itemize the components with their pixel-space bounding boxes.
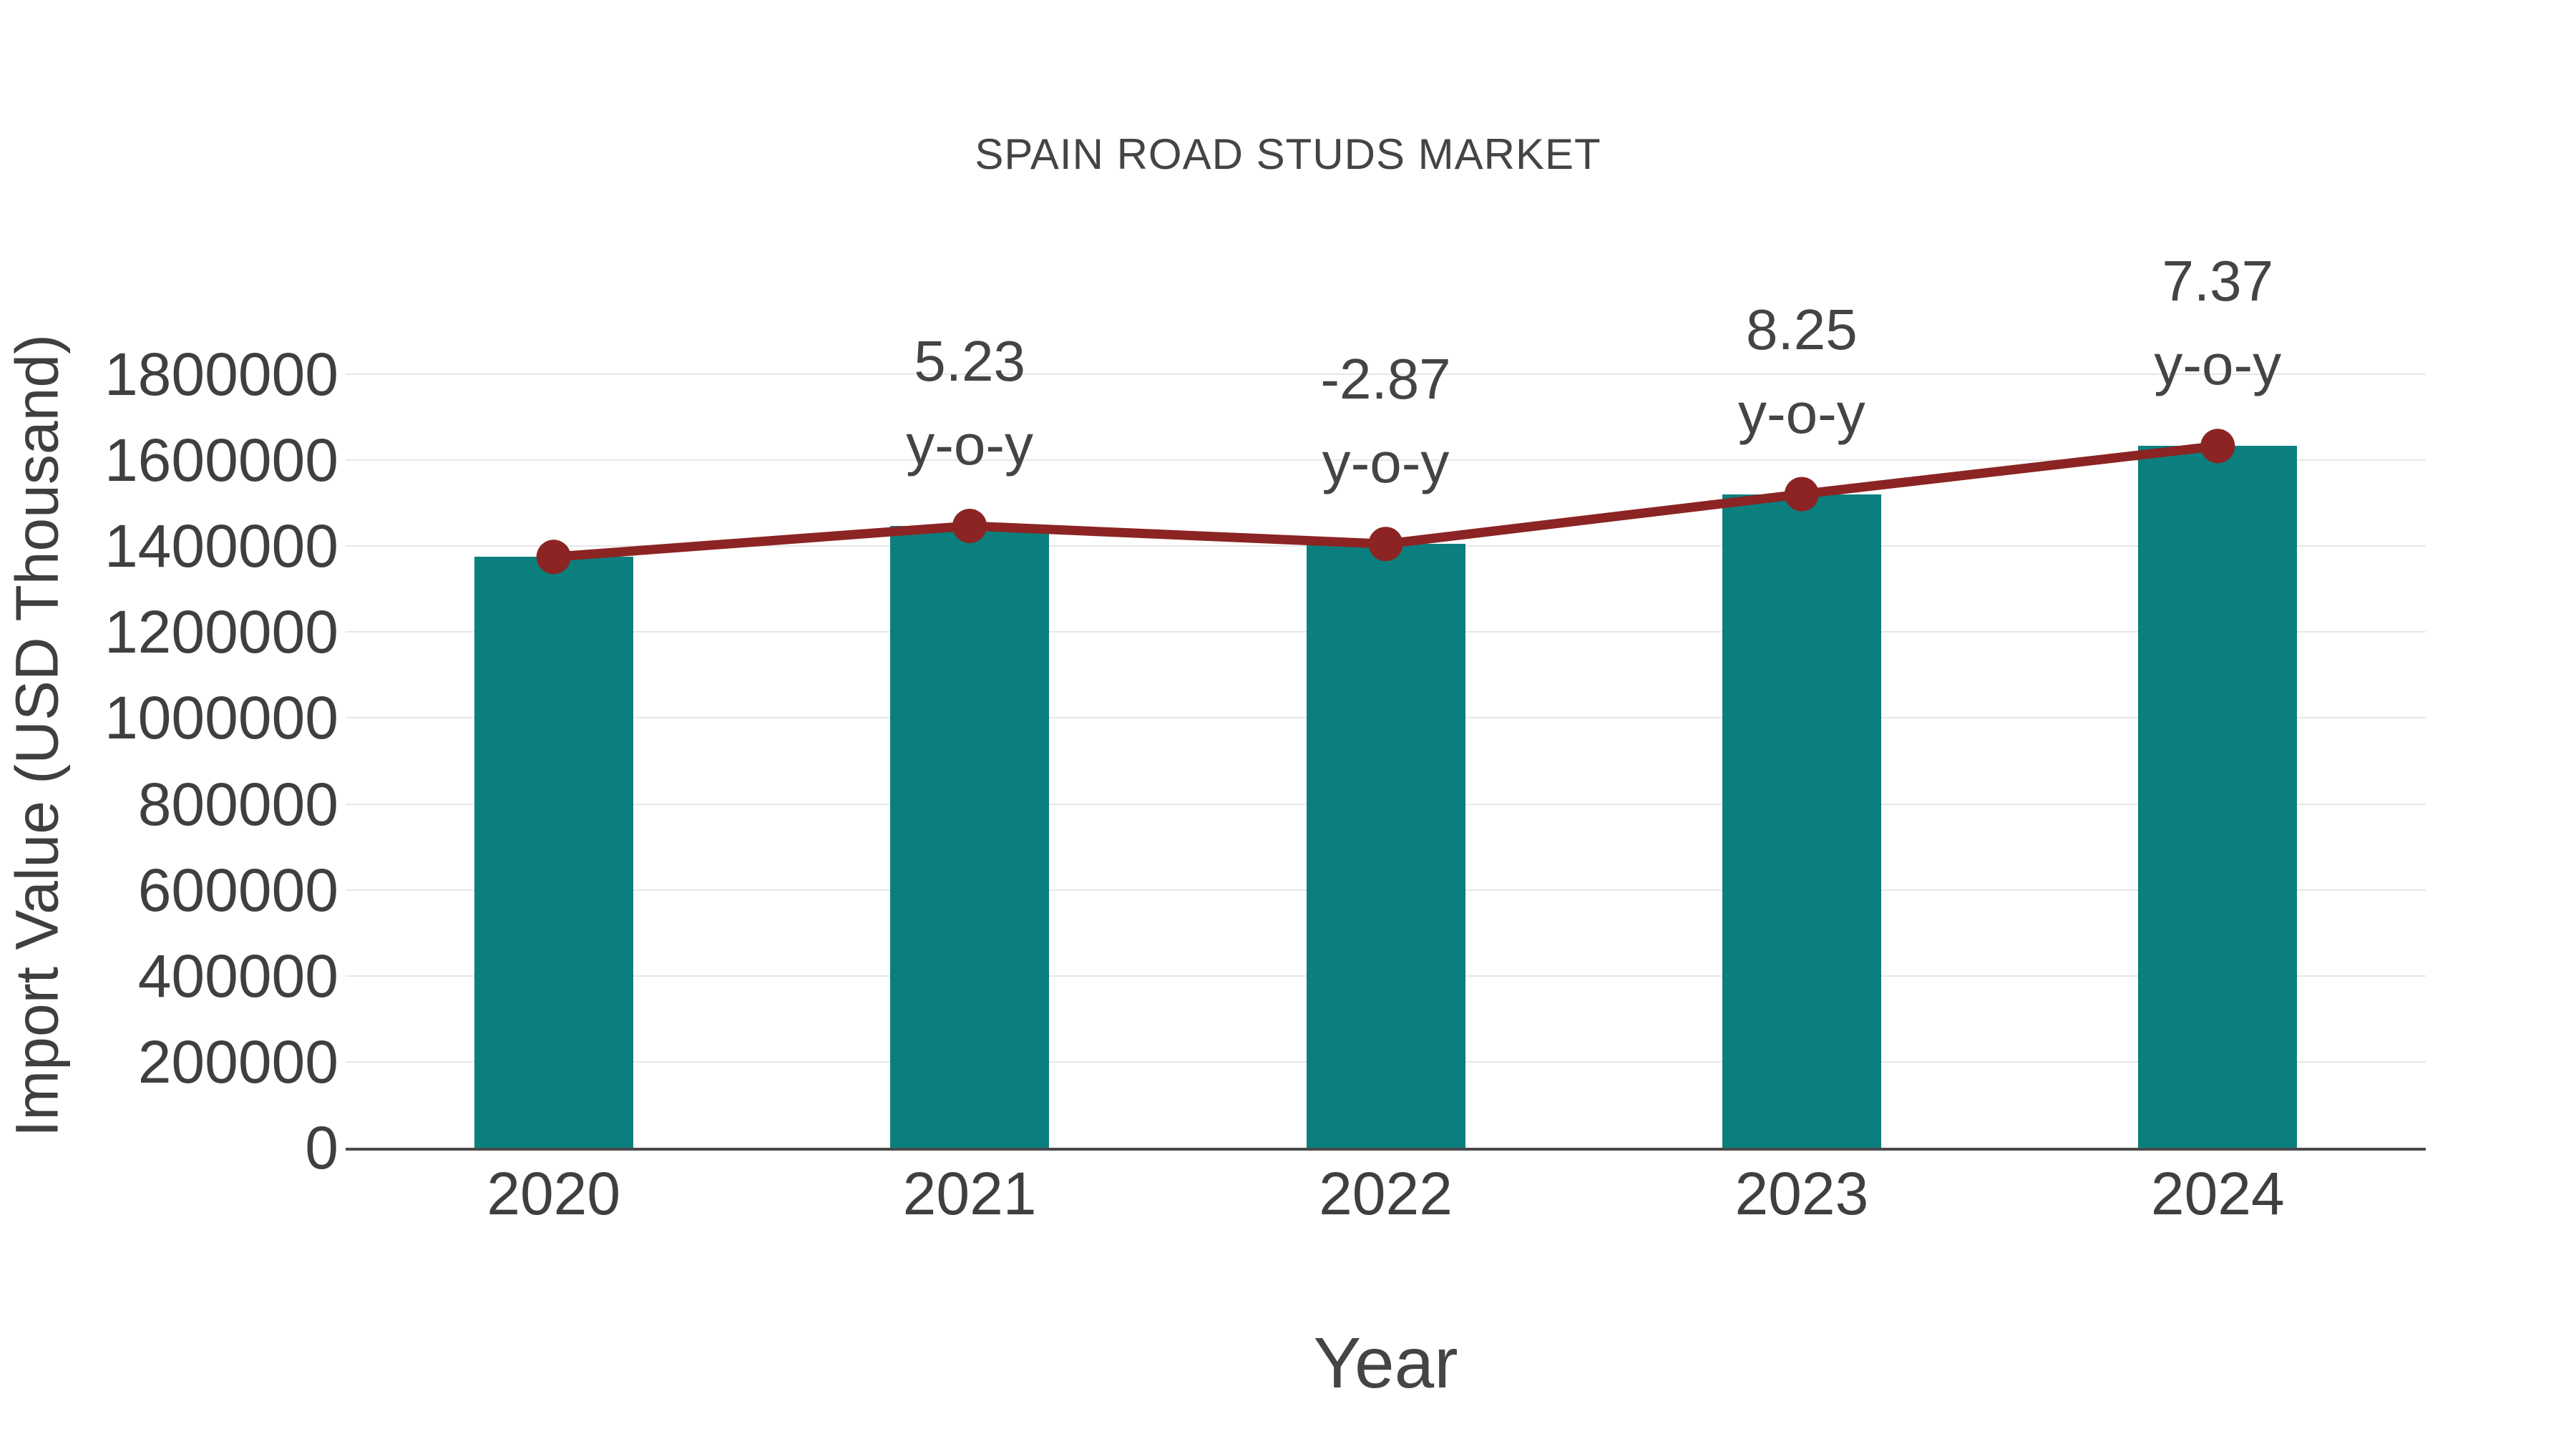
yoy-value-label-2021: 5.23 [914,328,1025,393]
gridline [346,459,2426,462]
x-tick-label-2020: 2020 [487,1160,621,1227]
y-tick-label: 1400000 [104,512,338,580]
x-tick-label-2023: 2023 [1735,1160,1869,1227]
yoy-suffix-label-2022: y-o-y [1322,431,1450,495]
yoy-value-label-2024: 7.37 [2162,249,2274,313]
yoy-suffix-label-2024: y-o-y [2154,333,2282,397]
x-axis-line [346,1148,2426,1151]
x-tick-label-2021: 2021 [902,1160,1037,1227]
y-tick-label: 400000 [137,942,338,1010]
line-marker-2023 [1784,477,1819,512]
bar-2021 [890,525,1050,1148]
bar-2023 [1722,494,1881,1148]
line-marker-2022 [1368,527,1403,562]
y-tick-label: 200000 [137,1028,338,1096]
yoy-value-label-2023: 8.25 [1746,297,1858,361]
y-tick-label: 1600000 [104,426,338,494]
y-tick-label: 1200000 [104,598,338,666]
chart-title: SPAIN ROAD STUDS MARKET [975,130,1601,178]
yoy-suffix-label-2023: y-o-y [1738,381,1865,445]
bar-2024 [2138,446,2298,1148]
y-tick-label: 1000000 [104,684,338,752]
x-tick-label-2024: 2024 [2150,1160,2285,1227]
x-axis-title: Year [1313,1323,1458,1403]
yoy-value-label-2022: -2.87 [1320,347,1451,411]
gridline [346,374,2426,375]
yoy-suffix-label-2021: y-o-y [906,412,1033,477]
line-marker-2020 [536,540,571,575]
y-tick-label: 800000 [137,770,338,838]
y-tick-label: 0 [305,1114,338,1181]
line-marker-2024 [2200,429,2235,464]
y-tick-label: 600000 [137,856,338,924]
bar-2022 [1306,544,1465,1148]
x-tick-label-2022: 2022 [1319,1160,1453,1227]
bar-2020 [474,557,633,1148]
line-marker-2021 [952,508,987,543]
y-tick-label: 1800000 [104,341,338,408]
